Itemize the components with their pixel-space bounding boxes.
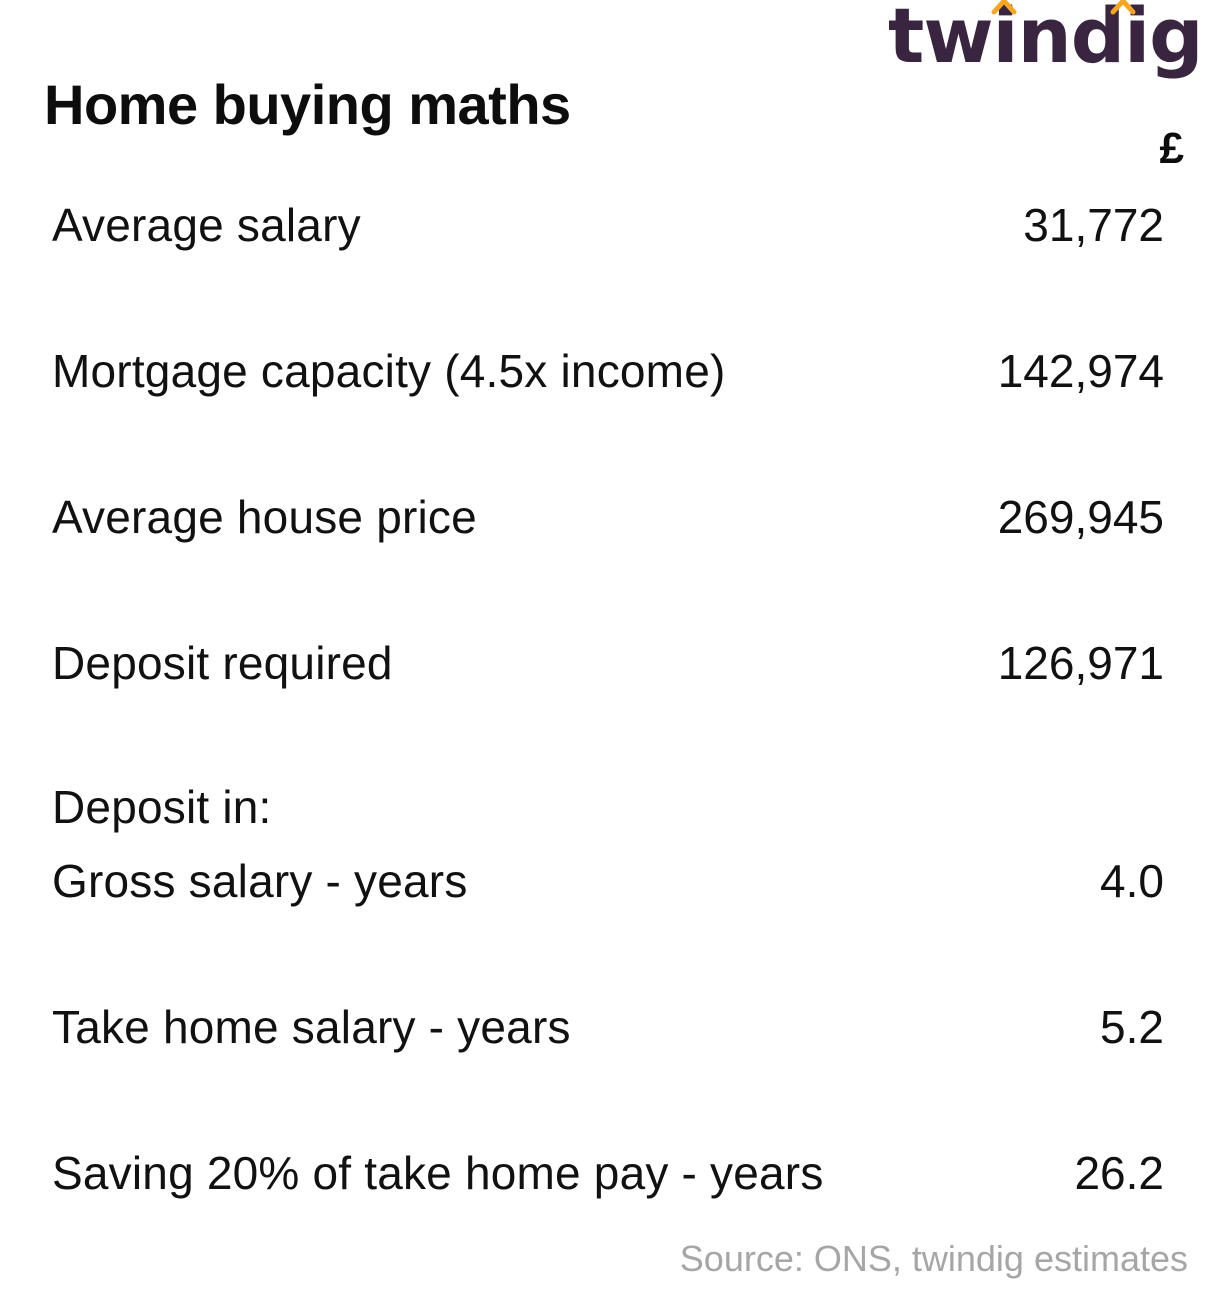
table-row: Average salary 31,772 [52,198,1164,258]
row-label: Average salary [52,199,361,251]
table-row: Deposit required 126,971 [52,636,1164,696]
row-value: 31,772 [1023,199,1164,251]
table-row: Gross salary - years 4.0 [52,854,1164,914]
logo-wordmark: twindig [888,0,1198,80]
row-label: Gross salary - years [52,855,468,907]
source-note: Source: ONS, twindig estimates [679,1238,1188,1279]
row-label: Deposit required [52,637,393,689]
logo-roof-icon-2 [1110,0,1136,15]
twindig-logo: twindig [888,0,1198,92]
section-heading-label: Deposit in: [52,781,272,833]
row-label: Mortgage capacity (4.5x income) [52,345,726,397]
row-label: Average house price [52,491,477,543]
row-label: Take home salary - years [52,1001,571,1053]
row-value: 126,971 [997,637,1164,689]
row-value: 142,974 [997,345,1164,397]
table-row: Saving 20% of take home pay - years 26.2 [52,1146,1164,1206]
table-row-section-heading: Deposit in: [52,780,1164,840]
row-value: 26.2 [1074,1147,1164,1199]
row-value: 269,945 [997,491,1164,543]
row-value: 5.2 [1100,1001,1164,1053]
logo-roof-icon-1 [991,0,1017,15]
row-label: Saving 20% of take home pay - years [52,1147,824,1199]
row-value: 4.0 [1100,855,1164,907]
table-row: Average house price 269,945 [52,490,1164,550]
table-row: Take home salary - years 5.2 [52,1000,1164,1060]
twindig-logo-graphic: twindig [888,0,1198,80]
currency-header: £ [1159,124,1184,173]
page-title: Home buying maths [44,73,571,136]
table-row: Mortgage capacity (4.5x income) 142,974 [52,344,1164,404]
